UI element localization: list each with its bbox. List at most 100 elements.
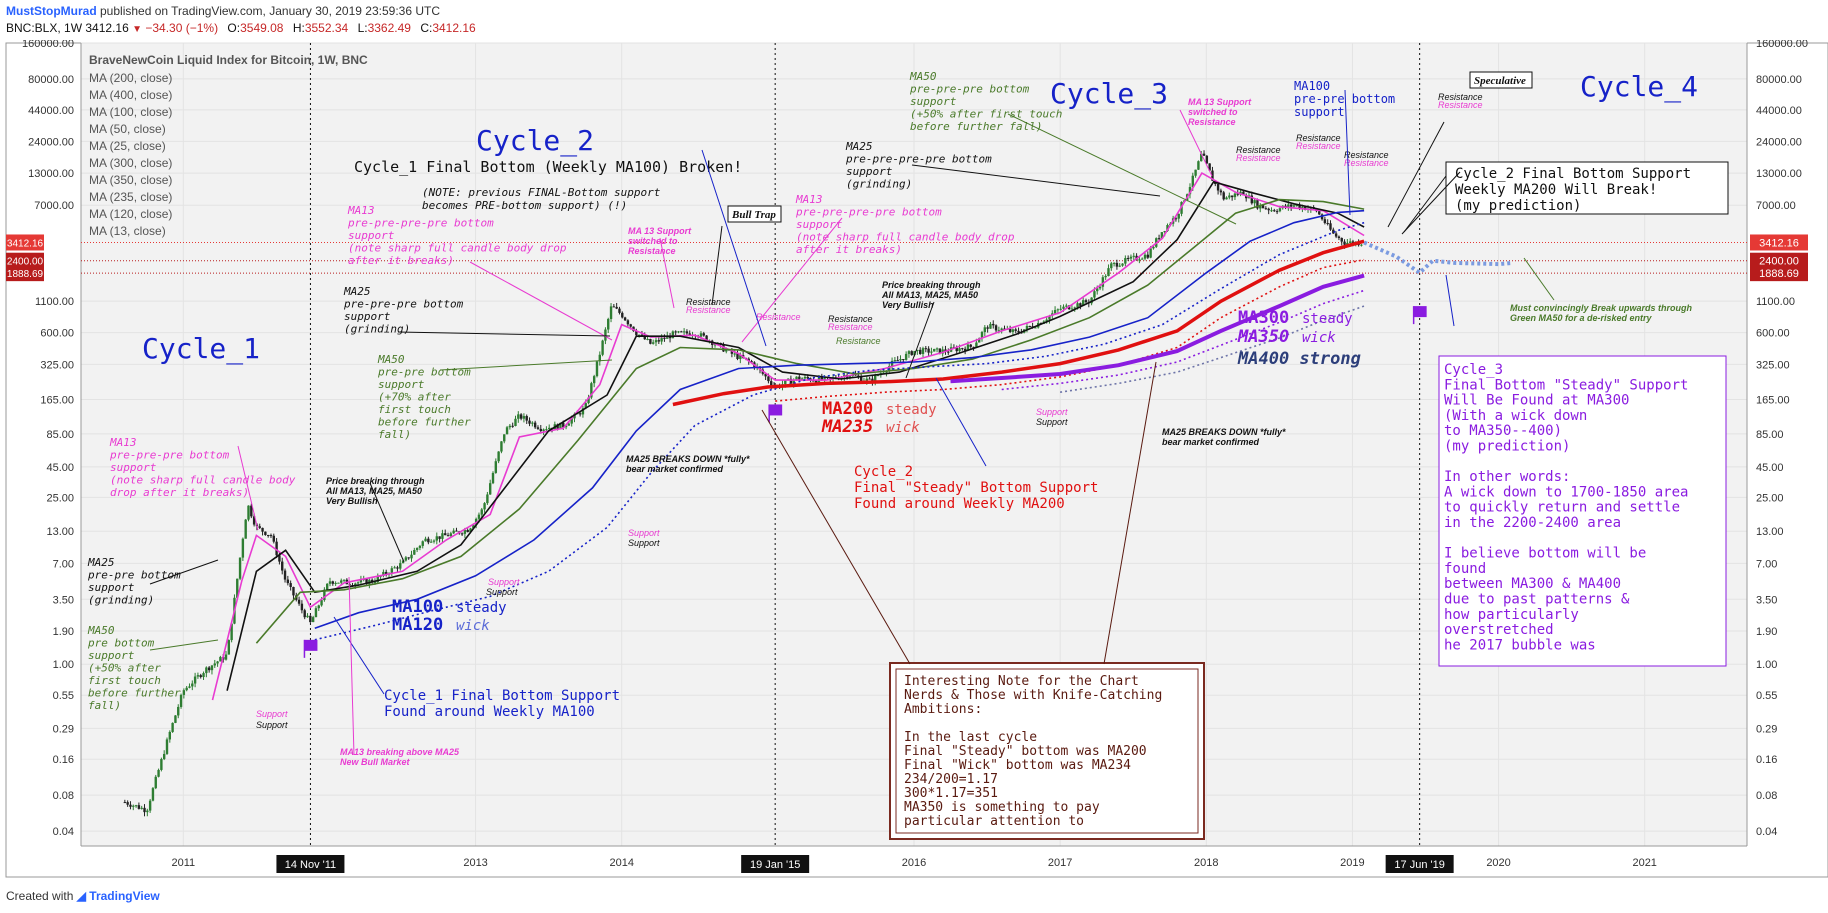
candle-body xyxy=(1132,255,1135,257)
candle-body xyxy=(283,570,287,580)
resistance-tag: Resistance xyxy=(756,312,801,322)
resistance-tag: Resistance xyxy=(686,297,731,307)
ma-note-line: pre-pre-pre bottom xyxy=(109,449,230,462)
tradingview-brand[interactable]: TradingView xyxy=(89,889,160,903)
y-tick-label: 7.00 xyxy=(53,558,74,570)
candle-body xyxy=(1053,310,1057,314)
ma-note-line: support xyxy=(110,461,157,474)
candle-body xyxy=(1000,328,1003,331)
candle-body xyxy=(382,571,385,576)
support-tag: Support xyxy=(628,538,660,548)
legend-item[interactable]: MA (200, close) xyxy=(89,71,172,85)
candle-body xyxy=(325,583,329,590)
legend-item[interactable]: MA (100, close) xyxy=(89,105,172,119)
candle-body xyxy=(1332,229,1335,234)
legend-item[interactable]: MA (350, close) xyxy=(89,173,172,187)
ma-note-line: (note sharp full candle body drop xyxy=(348,242,567,255)
c3-box-line: in the 2200-2400 area xyxy=(1444,515,1621,531)
y-tick-label: 0.16 xyxy=(1756,754,1777,766)
candle-body xyxy=(615,306,618,309)
c3-box-line: to MA350--400) xyxy=(1444,423,1562,439)
ma-note-line: pre-pre-pre-pre bottom xyxy=(347,217,494,230)
bull-trap-text: Bull Trap xyxy=(731,209,776,221)
y-tick-label: 1100.00 xyxy=(35,296,74,308)
ma-note-line: MA50 xyxy=(909,70,937,83)
pointer-line xyxy=(1403,175,1447,233)
candle-body xyxy=(230,623,233,641)
ma-note-line: support xyxy=(846,165,893,178)
candle-body xyxy=(418,545,422,548)
legend-item[interactable]: MA (300, close) xyxy=(89,156,172,170)
support-tag: Support xyxy=(1036,417,1068,427)
candle-body xyxy=(663,337,666,339)
legend-item[interactable]: MA (400, close) xyxy=(89,88,172,102)
x-tick-label: 2020 xyxy=(1486,857,1510,869)
candle-body xyxy=(404,557,408,561)
support-tag: Support xyxy=(628,528,660,538)
symbol-label[interactable]: BNC:BLX, 1W xyxy=(6,21,83,35)
candle-body xyxy=(472,524,475,529)
candle-body xyxy=(1348,241,1352,243)
candle-body xyxy=(545,429,548,431)
candle-body xyxy=(370,579,374,583)
candle-body xyxy=(486,494,489,504)
pointer-line xyxy=(397,331,611,337)
candle-body xyxy=(1059,308,1062,310)
candle-body xyxy=(958,348,961,352)
tradingview-logo-icon[interactable]: ◢ xyxy=(76,889,86,903)
candle-body xyxy=(174,715,177,723)
candle-body xyxy=(531,422,534,424)
y-tick-label: 24000.00 xyxy=(1756,136,1802,148)
candle-body xyxy=(140,807,143,809)
candle-body xyxy=(438,536,441,539)
ma-note-line: MA13 xyxy=(795,193,823,206)
candle-body xyxy=(292,586,295,596)
ma-note-line: support xyxy=(796,218,843,231)
candle-body xyxy=(494,461,498,473)
candle-body xyxy=(859,376,863,382)
candle-body xyxy=(733,353,736,355)
candle-body xyxy=(1065,305,1068,307)
y-tick-label: 0.29 xyxy=(53,723,74,735)
ma300-line xyxy=(950,273,1365,384)
resistance-tag: Resistance xyxy=(686,305,731,315)
candle-body xyxy=(309,615,312,623)
ma-note-line: (note sharp full candle body xyxy=(110,474,296,487)
legend-item[interactable]: MA (13, close) xyxy=(89,224,166,238)
y-tick-label: 44000.00 xyxy=(28,105,74,117)
low-value: 3362.49 xyxy=(367,21,411,35)
down-arrow-icon: ▼ xyxy=(132,24,143,35)
price-chart[interactable]: 160000.00 80000.00 44000.00 24000.00 13000.0… xyxy=(0,40,1828,885)
legend-item[interactable]: MA (120, close) xyxy=(89,207,172,221)
candle-body xyxy=(227,640,231,655)
candle-body xyxy=(978,338,981,343)
candle-body xyxy=(421,541,424,546)
small-note-line: MA25 BREAKS DOWN *fully* xyxy=(626,454,750,464)
legend-item[interactable]: MA (50, close) xyxy=(89,122,166,136)
author-link[interactable]: MustStopMurad xyxy=(6,4,97,18)
note-box-line: Final "Steady" bottom was MA200 xyxy=(904,744,1147,759)
candle-body xyxy=(202,673,205,678)
price-change: −34.30 (−1%) xyxy=(145,21,219,35)
flag-icon xyxy=(769,404,783,416)
candle-body xyxy=(649,338,652,344)
x-tick-label: 2019 xyxy=(1340,857,1364,869)
candle-body xyxy=(800,378,804,380)
candle-body xyxy=(1163,231,1166,233)
support-tag: Support xyxy=(256,709,288,719)
candle-body xyxy=(997,330,1001,332)
date-marker-badge xyxy=(276,855,345,873)
candle-body xyxy=(224,654,228,660)
candle-body xyxy=(1261,205,1265,209)
legend-item[interactable]: MA (235, close) xyxy=(89,190,172,204)
y-tick-label: 1.90 xyxy=(1756,626,1777,638)
candle-body xyxy=(789,378,793,384)
legend-item[interactable]: MA (25, close) xyxy=(89,139,166,153)
price-badge-label: 2400.00 xyxy=(7,257,44,268)
candle-body xyxy=(1222,192,1225,200)
candle-body xyxy=(654,340,658,343)
note-box-line: Final "Wick" bottom was MA234 xyxy=(904,758,1131,773)
close-label: C: xyxy=(420,21,433,35)
candle-body xyxy=(1138,259,1141,261)
candle-body xyxy=(604,329,607,341)
